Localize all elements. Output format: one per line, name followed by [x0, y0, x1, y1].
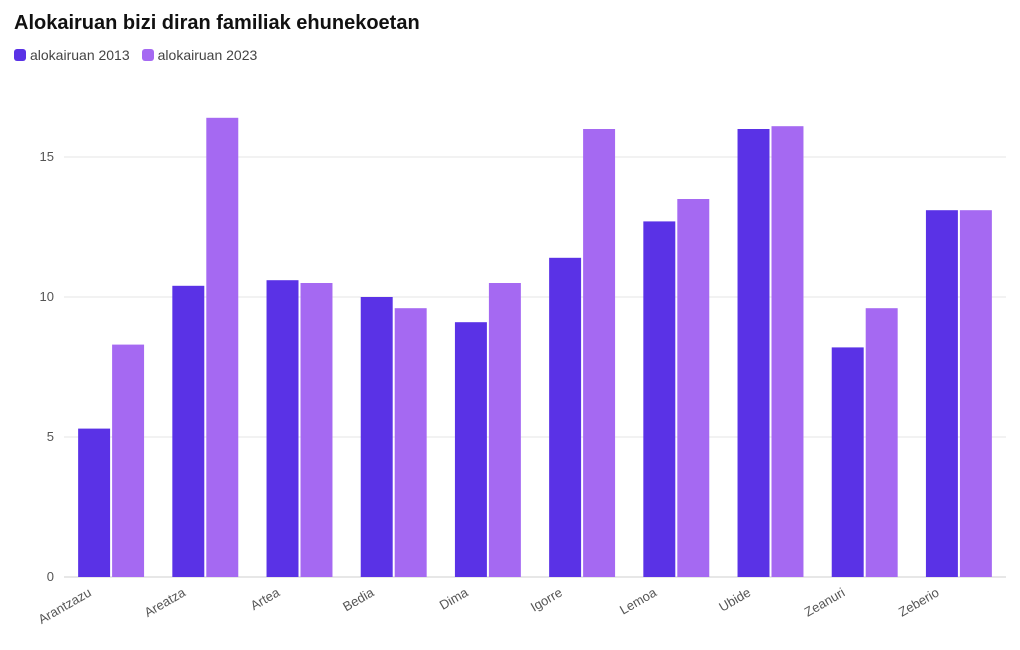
chart-container: Alokairuan bizi diran familiak ehunekoet… — [0, 0, 1020, 650]
bar — [395, 308, 427, 577]
bar — [960, 210, 992, 577]
bar — [832, 347, 864, 577]
x-tick-label: Lemoa — [617, 584, 660, 617]
x-tick-label: Dima — [437, 584, 471, 613]
bar — [549, 258, 581, 577]
bar — [112, 345, 144, 577]
x-tick-label: Igorre — [528, 585, 565, 615]
bar — [172, 286, 204, 577]
bar — [361, 297, 393, 577]
bar — [926, 210, 958, 577]
legend: alokairuan 2013 alokairuan 2023 — [14, 47, 1006, 63]
bar — [738, 129, 770, 577]
y-tick-label: 5 — [47, 429, 54, 444]
bar — [455, 322, 487, 577]
y-tick-label: 0 — [47, 569, 54, 584]
bar — [643, 221, 675, 577]
legend-item-1: alokairuan 2023 — [142, 47, 258, 63]
legend-swatch-1 — [142, 49, 154, 61]
bar — [772, 126, 804, 577]
bar — [489, 283, 521, 577]
chart-plot: 0 5 10 15 Arantzazu Areatza Artea Bedia Dima Igor… — [14, 77, 1006, 637]
y-tick-label: 15 — [40, 149, 54, 164]
x-tick-label: Arantzazu — [36, 585, 94, 627]
chart-title: Alokairuan bizi diran familiak ehunekoet… — [14, 12, 1006, 35]
bar — [78, 429, 110, 577]
x-tick-label: Zeanuri — [802, 585, 848, 620]
chart-svg: 0 5 10 15 Arantzazu Areatza Artea Bedia Dima Igor… — [14, 77, 1006, 637]
x-tick-label: Bedia — [340, 584, 377, 614]
bar — [866, 308, 898, 577]
y-tick-label: 10 — [40, 289, 54, 304]
bar — [583, 129, 615, 577]
bar — [677, 199, 709, 577]
legend-item-0: alokairuan 2013 — [14, 47, 130, 63]
bar — [301, 283, 333, 577]
legend-label-0: alokairuan 2013 — [30, 47, 130, 63]
x-tick-label: Zeberio — [896, 585, 942, 620]
legend-swatch-0 — [14, 49, 26, 61]
x-tick-label: Ubide — [716, 585, 753, 615]
x-tick-label: Areatza — [142, 584, 189, 620]
bar — [206, 118, 238, 577]
bar — [267, 280, 299, 577]
x-tick-label: Artea — [248, 584, 283, 613]
legend-label-1: alokairuan 2023 — [158, 47, 258, 63]
